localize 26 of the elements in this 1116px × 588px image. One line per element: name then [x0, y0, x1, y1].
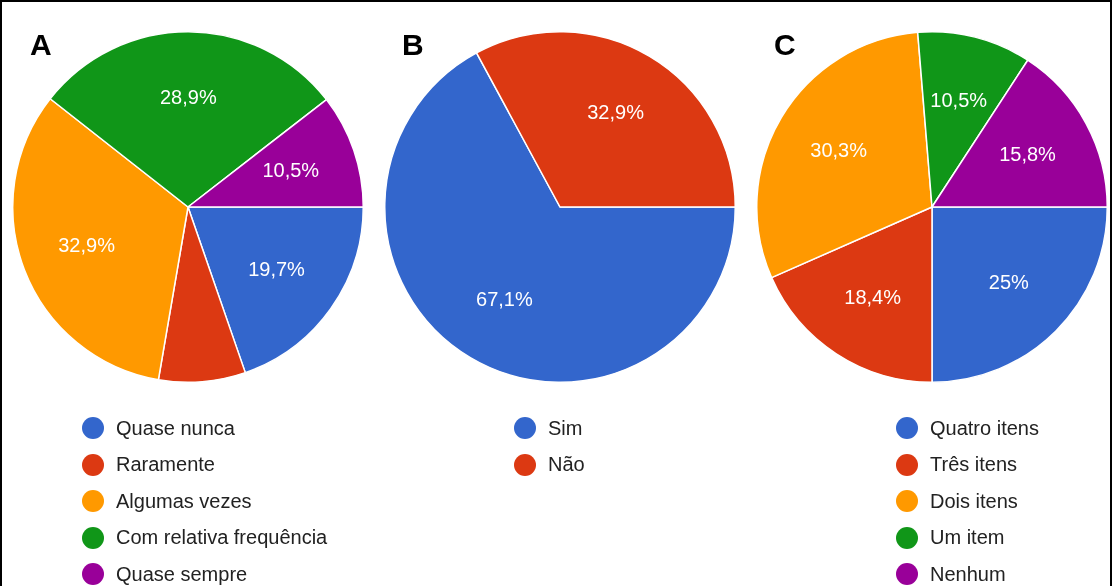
data-label: 25% — [988, 271, 1030, 294]
data-label: 32,9% — [58, 233, 116, 256]
data-label: 28,9% — [159, 85, 217, 108]
legend-label: Algumas vezes — [116, 489, 252, 513]
chart-title: B — [402, 28, 424, 62]
legend-label: Quase nunca — [116, 416, 235, 440]
chart-title: A — [30, 28, 52, 62]
legend-label: Dois itens — [930, 489, 1018, 513]
legend-label: Com relativa frequência — [116, 526, 328, 550]
data-label: 32,9% — [587, 101, 645, 124]
data-label: 18,4% — [844, 285, 902, 308]
data-label: 19,7% — [248, 257, 306, 280]
data-label: 10,5% — [930, 89, 988, 112]
legend-label: Um item — [930, 526, 1005, 550]
data-label: 67,1% — [476, 287, 533, 310]
legend-label: Não — [548, 453, 585, 477]
legend-label: Quatro itens — [930, 416, 1039, 440]
data-label: 10,5% — [262, 159, 320, 182]
legend-label: Raramente — [116, 453, 215, 477]
chart-title: C — [774, 28, 796, 62]
legend-label: Sim — [548, 416, 583, 440]
legend-label: Três itens — [930, 453, 1018, 477]
legend-label: Nenhum — [930, 562, 1006, 586]
data-label: 15,8% — [999, 142, 1057, 165]
legend-label: Quase sempre — [116, 562, 248, 586]
data-label: 30,3% — [810, 138, 868, 161]
